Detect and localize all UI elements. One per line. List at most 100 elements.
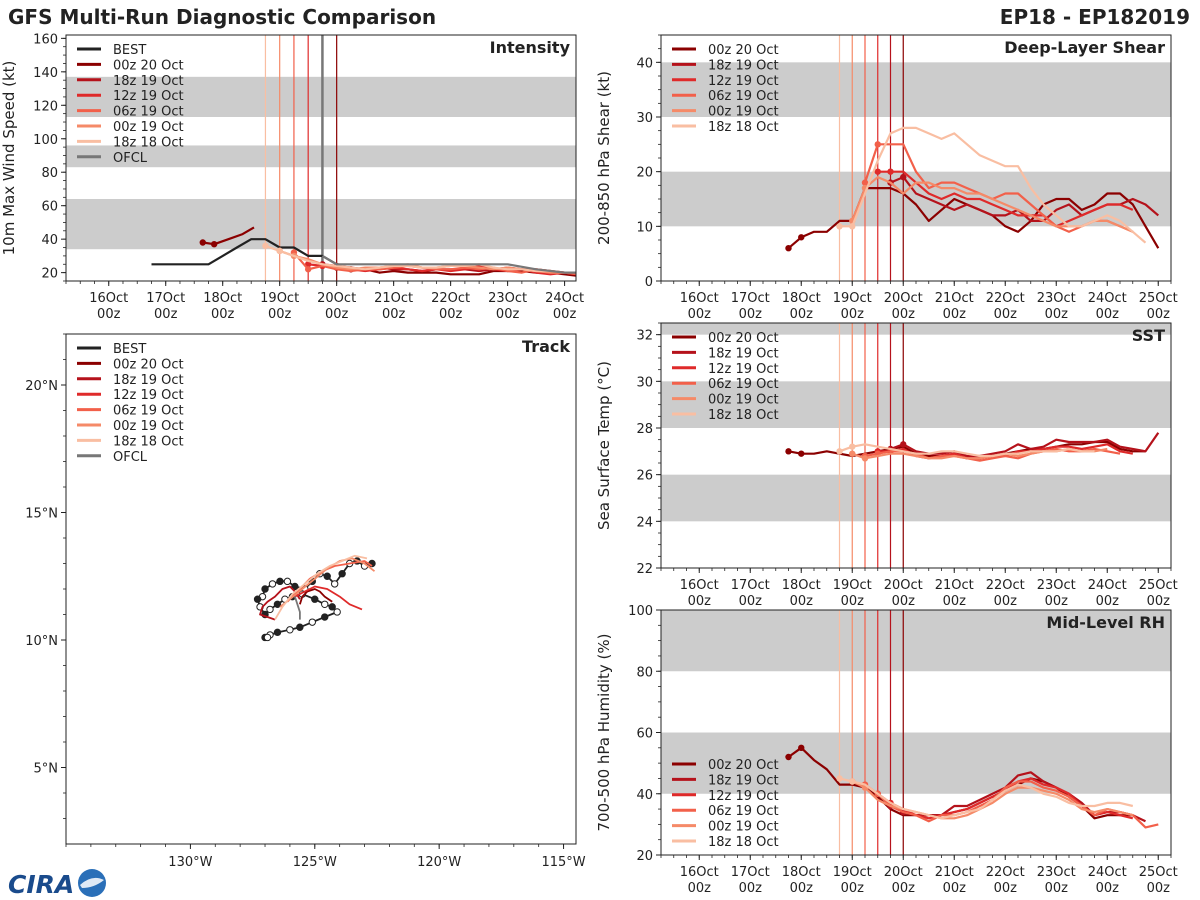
- plot-area: [661, 35, 1171, 281]
- x-tick-label-date: 24Oct: [1088, 578, 1127, 593]
- shaded-band: [661, 171, 1171, 227]
- y-tick-label: 32: [636, 329, 653, 344]
- page-title: GFS Multi-Run Diagnostic Comparison: [8, 5, 437, 29]
- y-tick-label: 10: [636, 220, 653, 235]
- legend-label: 06z 19 Oct: [708, 89, 779, 104]
- y-tick-label: 0: [645, 275, 653, 290]
- y-tick-label: 60: [636, 727, 653, 742]
- panel-track: 5°N 10°N 15°N 20°N 130°W 125°W 120°W 115°W Track…: [25, 333, 586, 870]
- cira-logo-text: CIRA: [8, 870, 74, 898]
- x-tick-label-hour: 00z: [841, 594, 865, 609]
- legend-label: 06z 19 Oct: [113, 105, 184, 120]
- plot-area: [66, 35, 576, 281]
- legend-label: 06z 19 Oct: [113, 404, 184, 419]
- x-tick-label-date: 19Oct: [833, 578, 872, 593]
- best-track-point: [283, 577, 292, 586]
- x-tick-label-date: 16Oct: [680, 578, 719, 593]
- best-track-point: [333, 608, 341, 616]
- y-tick-label: 30: [636, 111, 653, 126]
- x-tick-label-hour: 00z: [841, 307, 865, 322]
- y-tick-label: 60: [41, 200, 58, 215]
- y-tick-label: 15°N: [25, 507, 58, 522]
- x-tick-label-hour: 00z: [892, 307, 916, 322]
- x-tick-label-hour: 00z: [688, 307, 712, 322]
- series-point: [785, 245, 792, 252]
- legend-label: 18z 18 Oct: [113, 434, 184, 449]
- x-tick-label-hour: 00z: [553, 307, 577, 322]
- legend-label: 00z 19 Oct: [113, 419, 184, 434]
- y-tick-label: 22: [636, 562, 653, 577]
- y-tick-label: 5°N: [34, 762, 59, 777]
- x-tick-label-date: 17Oct: [731, 578, 770, 593]
- series-point: [849, 450, 856, 457]
- best-track-point: [286, 626, 294, 634]
- y-tick-label: 80: [41, 166, 58, 181]
- best-track-point: [266, 605, 274, 614]
- legend-label: 12z 19 Oct: [113, 388, 184, 403]
- x-tick-label-hour: 00z: [994, 594, 1018, 609]
- best-track-point: [330, 580, 339, 588]
- legend-label: 00z 19 Oct: [708, 393, 779, 408]
- legend-label: 18z 18 Oct: [708, 835, 779, 850]
- shaded-band: [661, 610, 1171, 672]
- series-point: [874, 168, 881, 175]
- x-tick-label: 120°W: [417, 855, 461, 870]
- x-tick-label: 130°W: [168, 855, 212, 870]
- x-tick-label-date: 16Oct: [680, 865, 719, 880]
- x-tick-label-hour: 00z: [154, 307, 178, 322]
- x-tick-label-date: 20Oct: [317, 291, 356, 306]
- x-tick-label-date: 18Oct: [782, 578, 821, 593]
- x-tick-label-date: 25Oct: [1139, 578, 1178, 593]
- panel-intensity: 2040608010012014016016Oct00z17Oct00z18Oc…: [0, 32, 584, 322]
- legend-label: 12z 19 Oct: [708, 789, 779, 804]
- x-tick-label-date: 17Oct: [731, 865, 770, 880]
- x-tick-label-hour: 00z: [268, 307, 292, 322]
- series-line: [274, 554, 368, 621]
- y-tick-label: 100: [628, 604, 653, 619]
- x-tick-label-date: 20Oct: [884, 578, 923, 593]
- y-tick-label: 80: [636, 665, 653, 680]
- best-track-point: [311, 595, 319, 603]
- y-tick-label: 20: [636, 166, 653, 181]
- shaded-band: [66, 145, 576, 168]
- panel-rh: 2040608010016Oct00z17Oct00z18Oct00z19Oct…: [595, 604, 1178, 896]
- x-tick-label-date: 19Oct: [833, 291, 872, 306]
- x-tick-label-hour: 00z: [841, 881, 865, 896]
- legend-label: 06z 19 Oct: [708, 377, 779, 392]
- y-tick-label: 140: [33, 66, 58, 81]
- shaded-band: [661, 62, 1171, 117]
- series-line: [839, 126, 1147, 244]
- x-tick-label-date: 23Oct: [488, 291, 527, 306]
- best-track-point: [338, 570, 346, 578]
- legend-label: 00z 19 Oct: [708, 105, 779, 120]
- shaded-band: [661, 323, 1171, 335]
- x-tick-label-hour: 00z: [1045, 881, 1069, 896]
- series-point: [836, 448, 843, 455]
- x-tick-label-hour: 00z: [739, 594, 763, 609]
- series-point: [798, 450, 805, 457]
- y-axis-label: 10m Max Wind Speed (kt): [0, 61, 18, 256]
- x-tick-label-date: 25Oct: [1139, 291, 1178, 306]
- x-tick-label-date: 18Oct: [782, 291, 821, 306]
- x-tick-label-date: 24Oct: [1088, 291, 1127, 306]
- series-point: [798, 234, 805, 241]
- best-track-point: [268, 580, 277, 588]
- series-line: [877, 170, 1134, 228]
- x-tick-label-date: 17Oct: [731, 291, 770, 306]
- x-tick-label-hour: 00z: [1045, 307, 1069, 322]
- x-tick-label-hour: 00z: [739, 307, 763, 322]
- series-point: [276, 247, 283, 255]
- legend-label: 00z 19 Oct: [113, 120, 184, 135]
- plot-area: [661, 610, 1171, 855]
- y-tick-label: 160: [33, 32, 58, 47]
- x-tick-label: 115°W: [541, 855, 585, 870]
- shaded-band: [661, 732, 1171, 794]
- series-point: [861, 179, 869, 186]
- shaded-band: [66, 76, 576, 117]
- x-tick-label-hour: 00z: [1147, 594, 1171, 609]
- plot-area: [661, 323, 1171, 568]
- x-tick-label-date: 18Oct: [203, 291, 242, 306]
